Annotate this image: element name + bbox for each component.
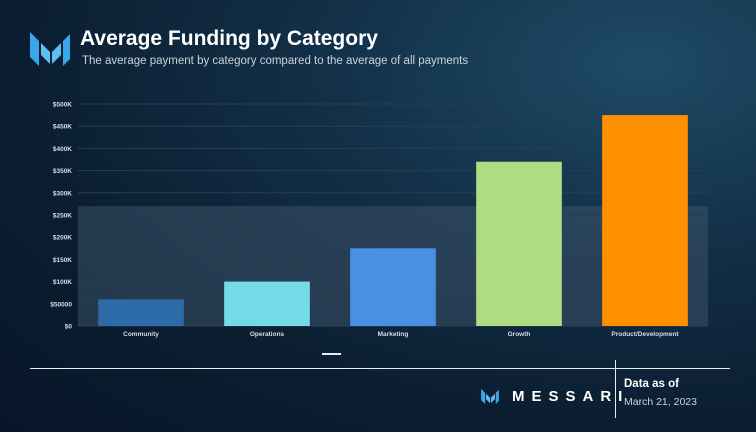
brand-name: MESSARI	[512, 387, 630, 405]
messari-mark-icon	[481, 388, 499, 404]
data-as-of-date: March 21, 2023	[624, 396, 697, 408]
bar	[476, 161, 562, 326]
y-tick-label: $400K	[53, 146, 72, 153]
x-tick-label: Growth	[508, 331, 531, 338]
y-tick-label: $500K	[53, 102, 72, 109]
bar	[602, 115, 688, 326]
y-tick-label: $450K	[53, 124, 72, 131]
data-as-of-label: Data as of	[624, 378, 679, 390]
x-tick-label: Marketing	[378, 331, 409, 338]
y-tick-label: $50000	[50, 301, 72, 308]
chart-title: Average Funding by Category	[80, 27, 378, 50]
footer-vertical-divider	[615, 360, 616, 418]
brand: MESSARI	[478, 386, 629, 406]
bar	[350, 248, 436, 326]
y-tick-label: $0	[65, 324, 73, 331]
y-tick-label: $150K	[53, 257, 72, 264]
x-tick-label: Community	[123, 331, 159, 338]
bar	[224, 281, 310, 326]
y-tick-label: $100K	[53, 279, 72, 286]
bar	[98, 299, 184, 326]
footer-divider	[30, 368, 730, 369]
chart-subtitle: The average payment by category compared…	[82, 55, 469, 67]
legend-marker	[322, 353, 341, 355]
x-tick-label: Operations	[250, 331, 285, 338]
y-tick-label: $350K	[53, 168, 72, 175]
y-tick-label: $200K	[53, 235, 72, 242]
x-tick-label: Product/Development	[611, 331, 679, 338]
messari-logo-icon	[30, 32, 70, 66]
y-tick-label: $250K	[53, 213, 72, 220]
y-tick-label: $300K	[53, 190, 72, 197]
